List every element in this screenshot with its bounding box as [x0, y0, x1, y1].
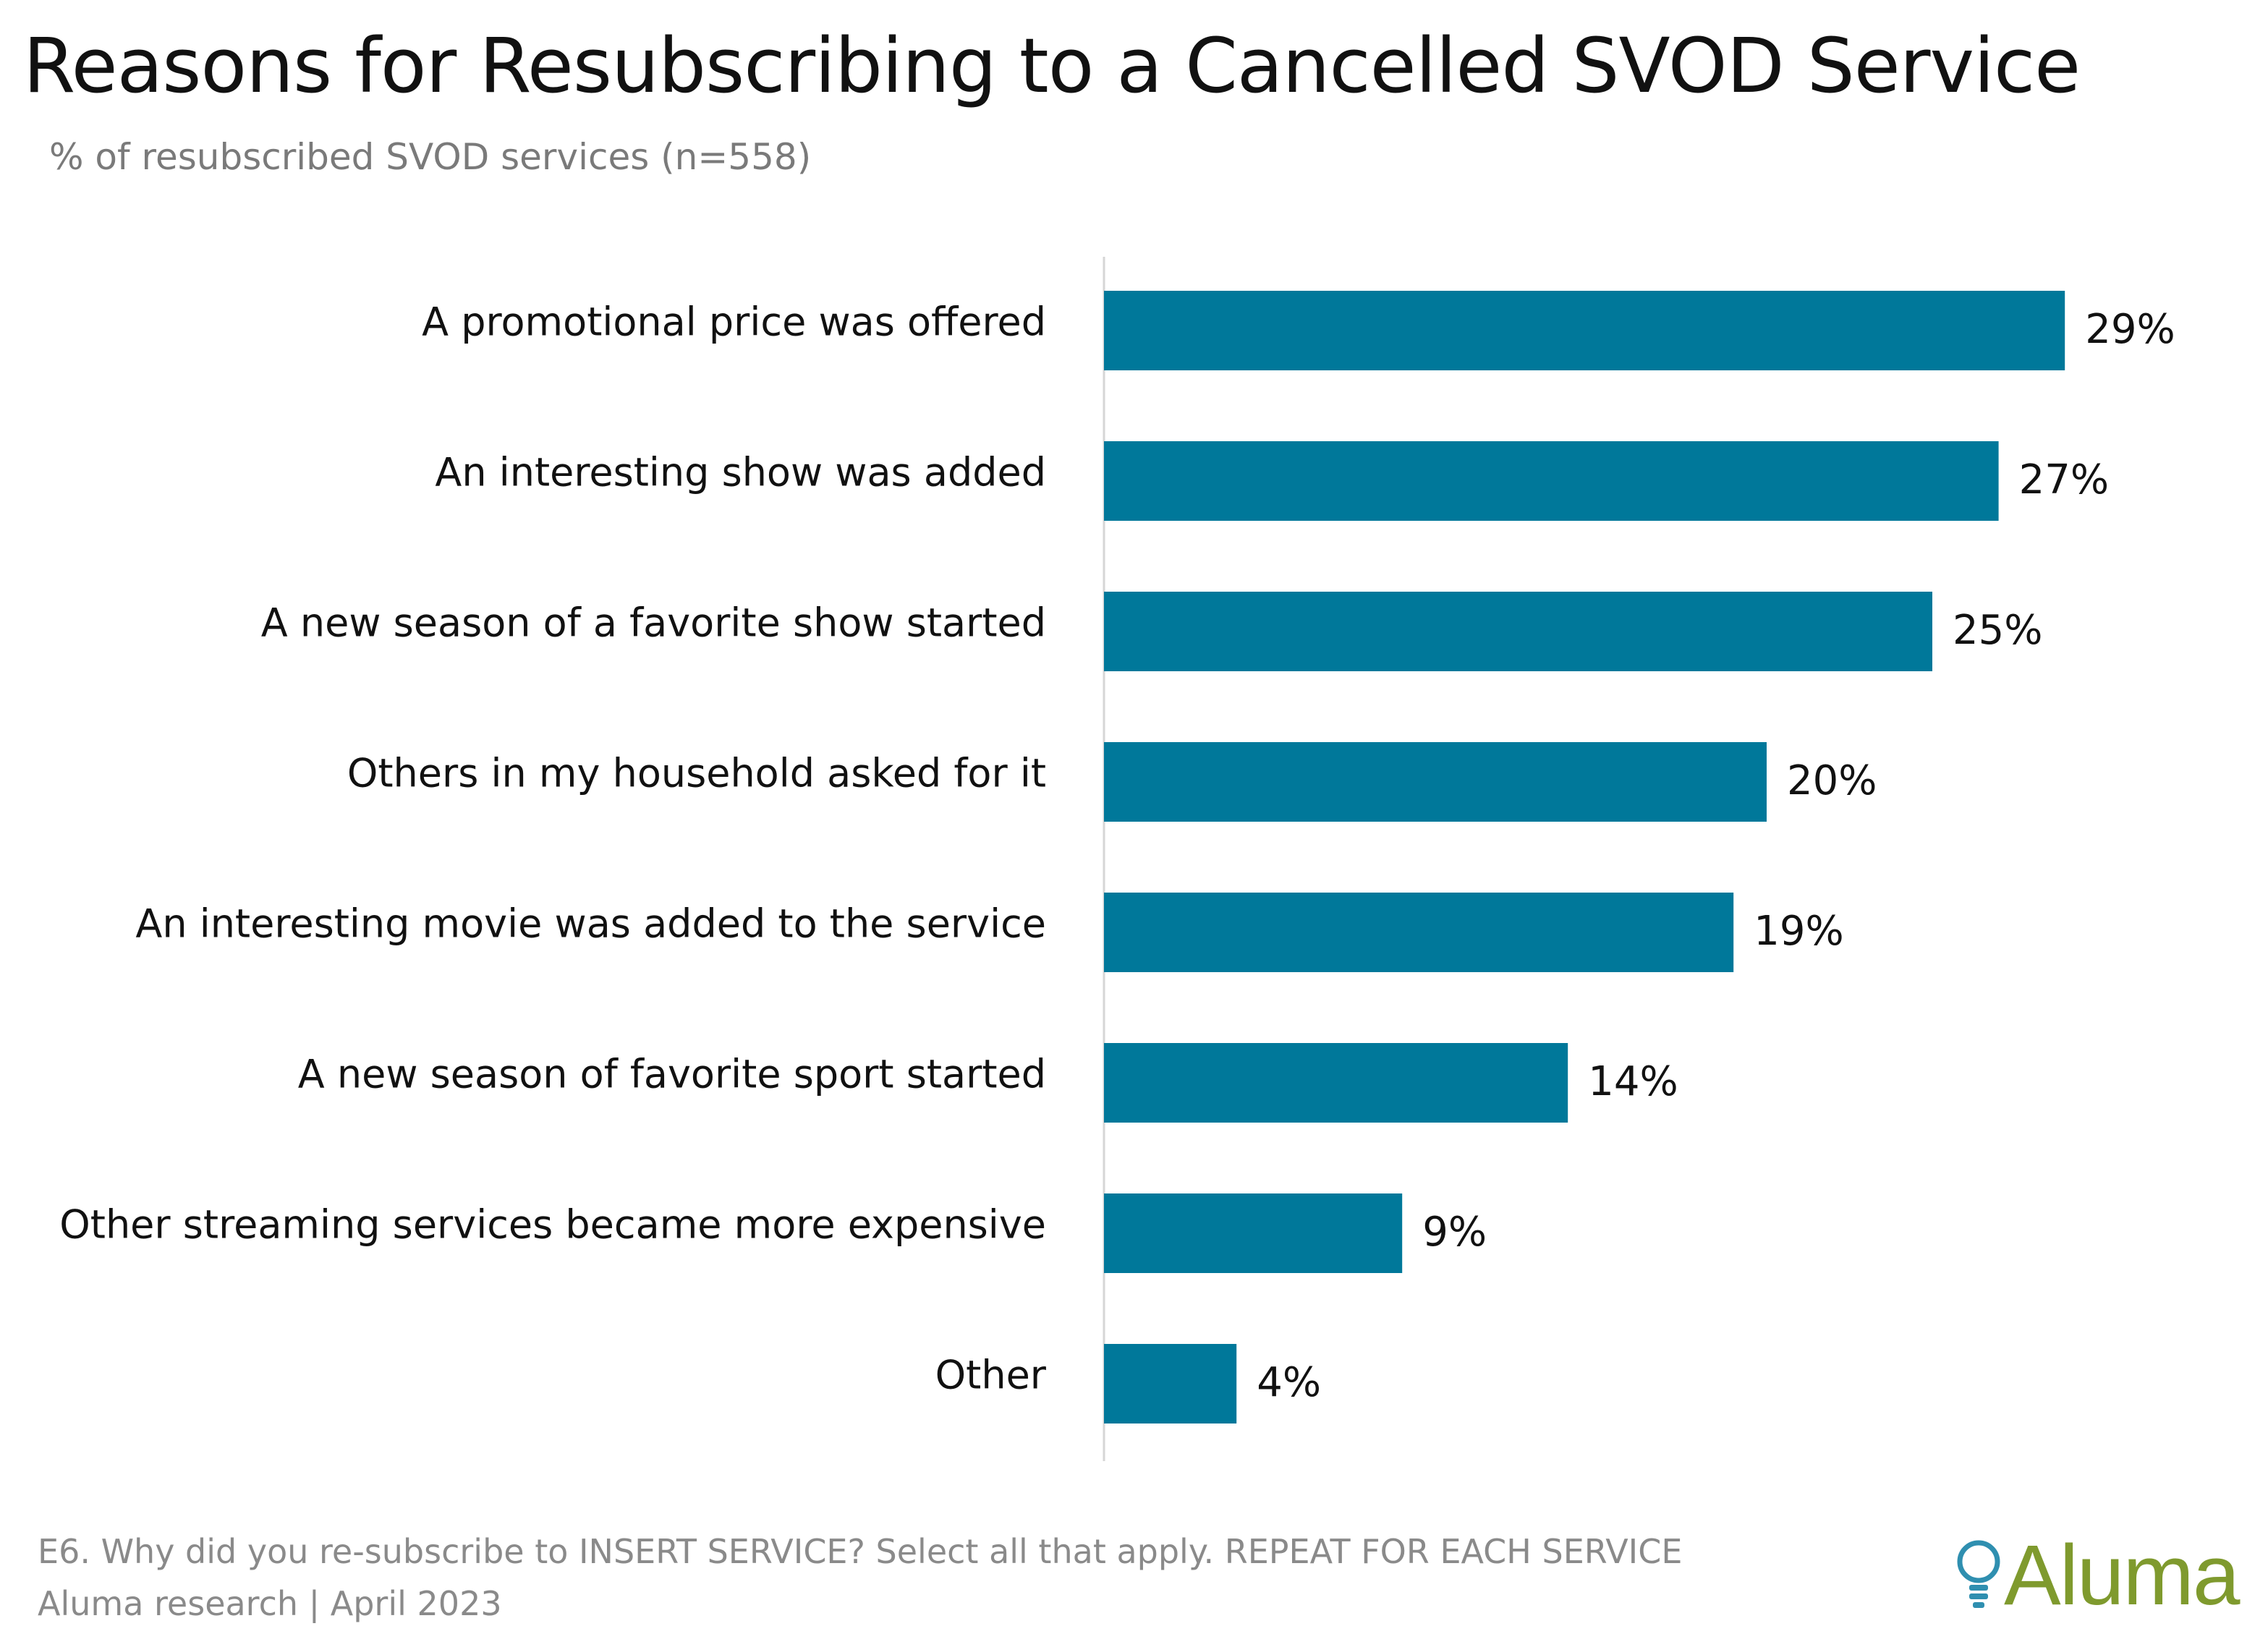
bar	[1104, 291, 2065, 370]
category-label: Others in my household asked for it	[347, 751, 1046, 796]
data-label: 29%	[2085, 306, 2175, 353]
category-label: Other streaming services became more exp…	[59, 1202, 1046, 1248]
bar	[1104, 592, 1932, 671]
category-label: An interesting movie was added to the se…	[135, 901, 1046, 947]
survey-question-note: E6. Why did you re-subscribe to INSERT S…	[38, 1532, 1683, 1571]
aluma-logo: Aluma	[1953, 1526, 2240, 1625]
bar	[1104, 742, 1767, 822]
bar	[1104, 1043, 1568, 1123]
category-label: An interesting show was added	[435, 450, 1046, 495]
category-label: Other	[935, 1353, 1047, 1398]
data-label: 4%	[1257, 1359, 1321, 1406]
data-label: 27%	[2019, 456, 2109, 503]
chart-subtitle: % of resubscribed SVOD services (n=558)	[49, 136, 812, 178]
data-label: 25%	[1953, 607, 2042, 654]
category-label: A new season of a favorite show started	[261, 600, 1046, 646]
data-label: 9%	[1422, 1209, 1487, 1256]
logo-text: Aluma	[2004, 1528, 2240, 1623]
data-label: 19%	[1754, 908, 1843, 955]
category-label: A new season of favorite sport started	[298, 1052, 1046, 1097]
source-note: Aluma research | April 2023	[38, 1584, 502, 1623]
bar	[1104, 441, 1999, 521]
category-label: A promotional price was offered	[422, 299, 1046, 345]
chart-title: Reasons for Resubscribing to a Cancelled…	[23, 22, 2081, 110]
bar	[1104, 1193, 1403, 1273]
data-label: 20%	[1787, 757, 1877, 804]
bar	[1104, 1344, 1237, 1423]
data-label: 14%	[1588, 1058, 1678, 1105]
lightbulb-icon	[1957, 1540, 2000, 1608]
bar	[1104, 893, 1734, 972]
